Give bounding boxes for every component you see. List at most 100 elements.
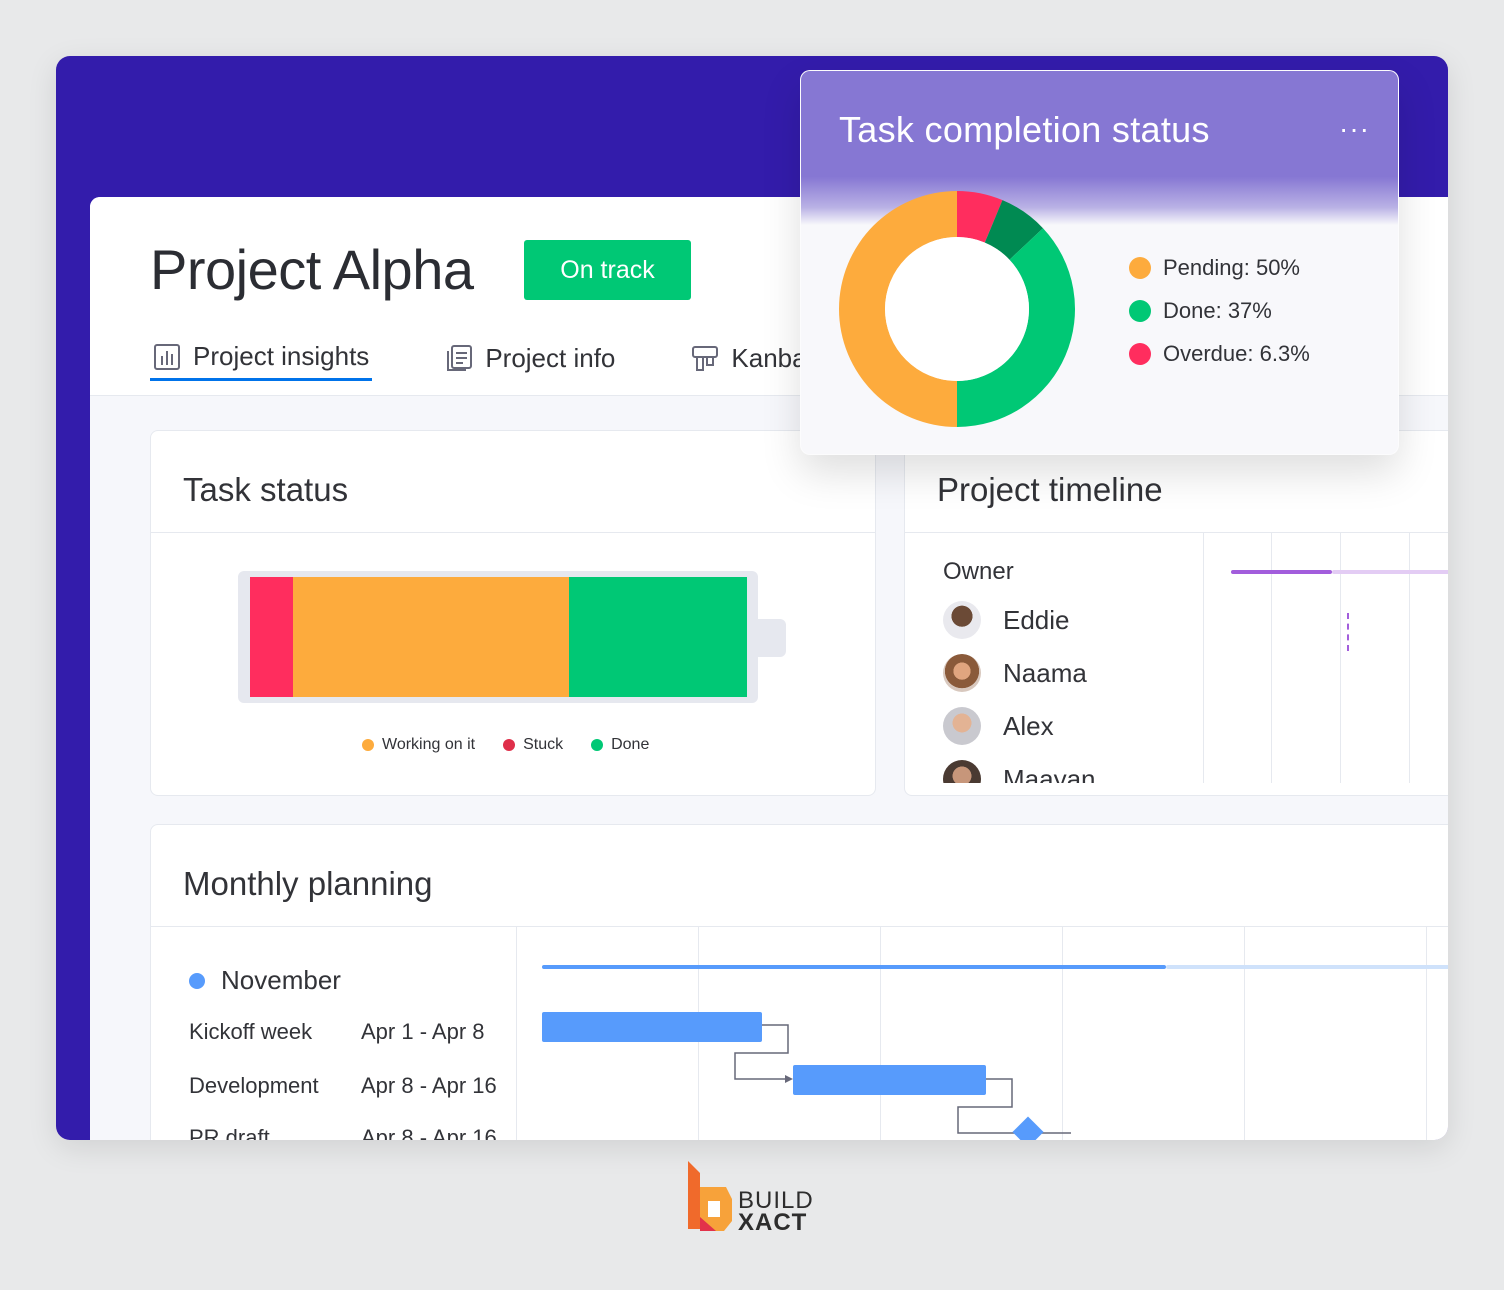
card-title: Task status — [183, 471, 349, 508]
document-icon — [445, 344, 473, 372]
tab-bar: Project insights Project info Kanban — [150, 335, 894, 385]
donut-slice[interactable] — [839, 191, 957, 427]
timeline-bar-track — [1332, 570, 1448, 574]
task-name: Kickoff week — [189, 1019, 313, 1044]
timeline-body: Owner Eddie Naama Alex Maayan — [905, 533, 1448, 783]
owner-name: Maayan — [1003, 763, 1096, 784]
status-badge[interactable]: On track — [524, 240, 691, 300]
monthly-planning-card: Monthly planning November Kickoff week A… — [150, 824, 1448, 1140]
owner-row[interactable]: Naama — [943, 654, 1087, 692]
planning-body: November Kickoff week Apr 1 - Apr 8 Deve… — [151, 927, 1448, 1140]
owner-name: Eddie — [1003, 604, 1070, 635]
legend-label: Overdue: 6.3% — [1163, 341, 1310, 366]
status-battery-chart — [238, 571, 758, 703]
bar-chart-icon — [153, 343, 181, 371]
legend-item-working: Working on it — [362, 736, 475, 754]
group-color-dot — [189, 972, 205, 989]
owner-column-header: Owner — [943, 558, 1014, 585]
grid-line — [1244, 927, 1245, 1140]
legend-item-done: Done — [591, 736, 649, 754]
avatar — [943, 760, 981, 783]
status-segment[interactable] — [250, 577, 294, 697]
kanban-icon — [691, 344, 719, 372]
grid-line — [1340, 533, 1341, 783]
chart-legend: Working on it Stuck Done — [362, 736, 649, 754]
grid-line — [1426, 927, 1427, 1140]
plan-row[interactable]: PR draft Apr 8 - Apr 16 — [189, 1125, 497, 1140]
legend-label: Stuck — [523, 736, 564, 753]
project-timeline-card: Project timeline Owner Eddie Naama Alex — [904, 430, 1448, 796]
group-header[interactable]: November — [189, 965, 341, 996]
gantt-bar[interactable] — [793, 1065, 986, 1095]
owner-name: Naama — [1003, 657, 1087, 688]
legend-item-stuck: Stuck — [503, 736, 563, 754]
legend-dot — [503, 739, 516, 751]
card-title: Project timeline — [937, 471, 1163, 508]
legend-label: Working on it — [382, 736, 476, 753]
battery-cap — [758, 619, 786, 657]
legend-label: Done: 37% — [1163, 298, 1272, 323]
plan-row[interactable]: Kickoff week Apr 1 - Apr 8 — [189, 1019, 485, 1045]
legend-dot — [591, 739, 604, 751]
donut-chart — [839, 191, 1075, 427]
legend-item-pending: Pending: 50% — [1129, 255, 1300, 281]
tab-project-info[interactable]: Project info — [442, 335, 618, 381]
task-status-card: Task status Working on it Stuck Done — [150, 430, 876, 796]
status-segment[interactable] — [569, 577, 747, 697]
group-progress-track — [1166, 965, 1448, 969]
gantt-bar[interactable] — [542, 1012, 762, 1042]
plan-row[interactable]: Development Apr 8 - Apr 16 — [189, 1073, 497, 1099]
legend-label: Pending: 50% — [1163, 255, 1300, 280]
timeline-marker — [1347, 613, 1349, 651]
task-name: Development — [189, 1073, 319, 1098]
logo-text-line2: XACT — [738, 1209, 808, 1236]
owner-name: Alex — [1003, 710, 1054, 741]
avatar — [943, 601, 981, 639]
timeline-bar[interactable] — [1231, 570, 1332, 574]
legend-dot — [1129, 257, 1151, 279]
grid-line — [1203, 533, 1204, 783]
page-title: Project Alpha — [150, 238, 474, 301]
avatar — [943, 654, 981, 692]
logo-text-line1: BUILD — [738, 1187, 814, 1214]
grid-line — [1062, 927, 1063, 1140]
group-name: November — [221, 965, 341, 995]
legend-dot — [1129, 343, 1151, 365]
donut-slice[interactable] — [957, 228, 1075, 427]
status-segment[interactable] — [293, 577, 570, 697]
task-completion-popup: Task completion status ··· Pending: 50% … — [800, 70, 1399, 455]
avatar — [943, 707, 981, 745]
owner-row[interactable]: Eddie — [943, 601, 1070, 639]
battery-fill — [250, 577, 747, 697]
legend-item-overdue: Overdue: 6.3% — [1129, 341, 1310, 367]
task-dates: Apr 8 - Apr 16 — [361, 1073, 497, 1098]
divider — [905, 532, 1448, 533]
owner-row[interactable]: Maayan — [943, 760, 1096, 783]
tab-label: Project info — [485, 342, 616, 373]
task-dates: Apr 8 - Apr 16 — [361, 1125, 497, 1140]
buildxact-logo: BUILD XACT — [686, 1159, 818, 1236]
task-dates: Apr 1 - Apr 8 — [361, 1019, 485, 1044]
divider — [151, 532, 875, 533]
legend-item-done: Done: 37% — [1129, 298, 1272, 324]
grid-line — [1271, 533, 1272, 783]
more-options-icon[interactable]: ··· — [1339, 113, 1370, 144]
donut-hole — [885, 237, 1029, 381]
donut-slice[interactable] — [984, 200, 1044, 260]
divider — [151, 926, 1448, 927]
grid-line — [1409, 533, 1410, 783]
grid-line — [880, 927, 881, 1140]
popup-title: Task completion status — [839, 109, 1210, 150]
owner-row[interactable]: Alex — [943, 707, 1054, 745]
group-progress-bar — [542, 965, 1166, 969]
task-name: PR draft — [189, 1125, 270, 1140]
grid-line — [516, 927, 517, 1140]
dependency-arrows — [734, 1024, 1071, 1140]
legend-label: Done — [611, 736, 650, 753]
tab-project-insights[interactable]: Project insights — [150, 335, 373, 381]
logo-mark — [688, 1161, 732, 1231]
legend-dot — [1129, 300, 1151, 322]
donut-slice[interactable] — [957, 191, 1003, 243]
legend-dot — [362, 739, 374, 751]
tab-label: Project insights — [193, 341, 370, 371]
